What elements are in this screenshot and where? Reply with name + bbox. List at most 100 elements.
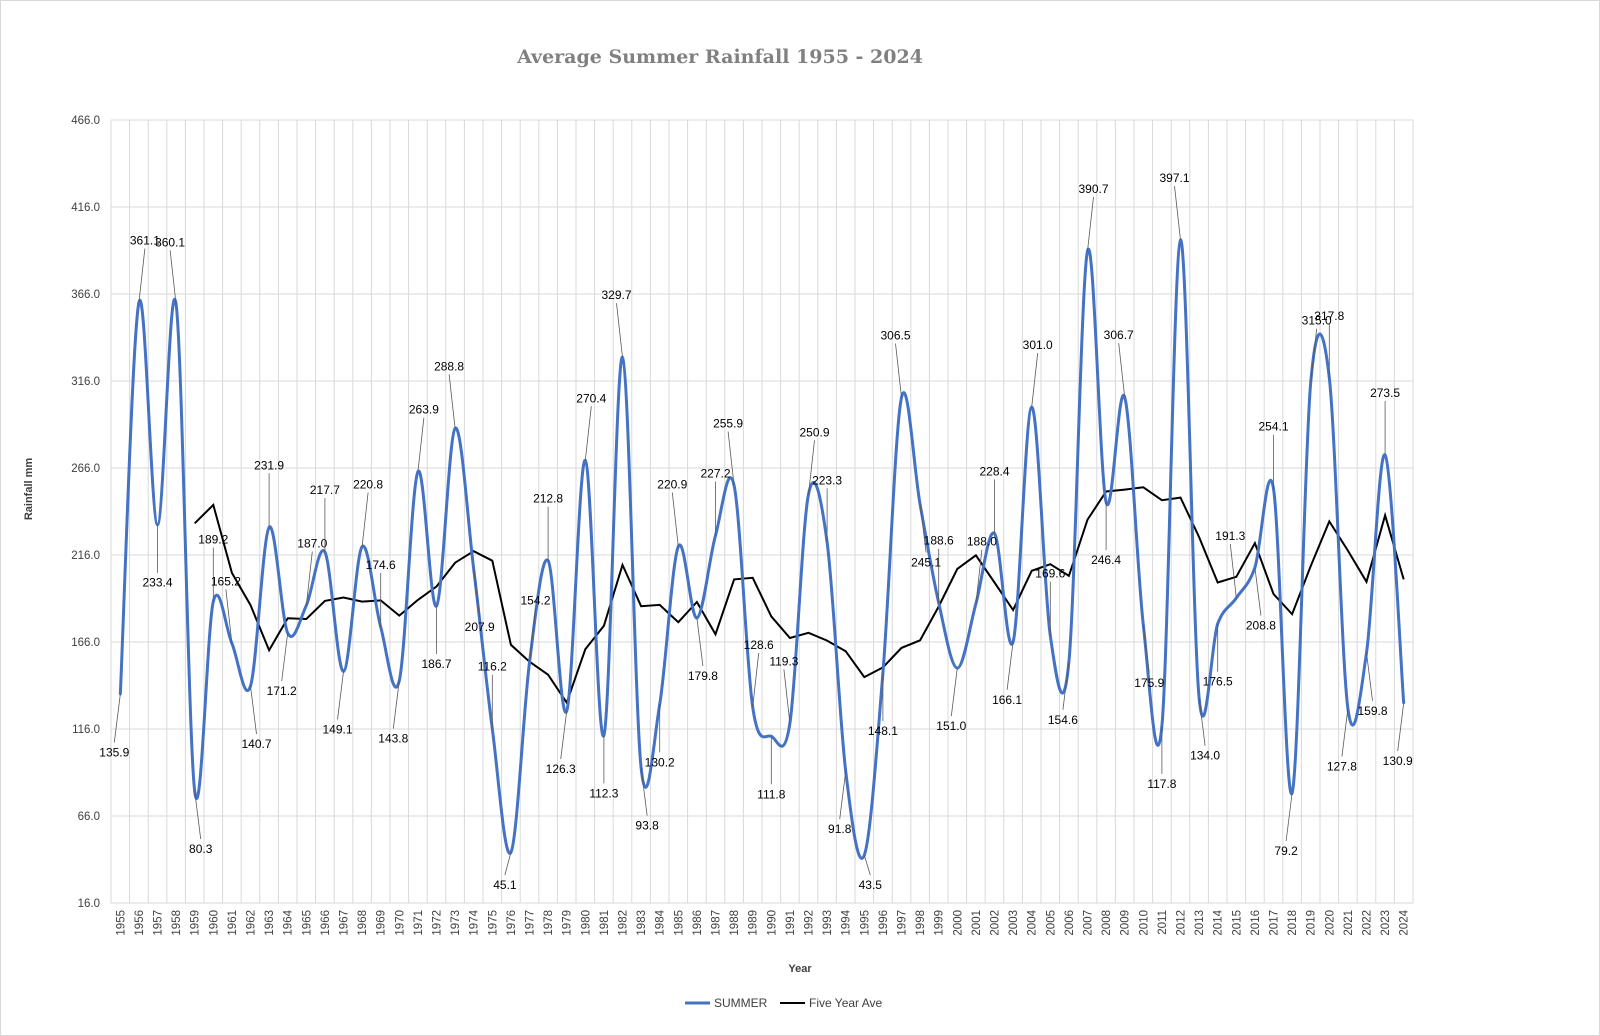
x-tick-label: 2015 xyxy=(1231,910,1243,936)
data-label: 231.9 xyxy=(254,458,284,472)
data-label-leader xyxy=(1062,661,1070,710)
data-label: 111.8 xyxy=(757,787,786,801)
data-label: 128.6 xyxy=(744,638,774,652)
data-label: 174.6 xyxy=(366,558,396,572)
data-label-leader xyxy=(640,767,648,816)
summer-line xyxy=(118,238,1406,860)
x-tick-label: 2023 xyxy=(1380,910,1392,936)
x-tick-label: 1989 xyxy=(748,910,760,936)
data-label: 246.4 xyxy=(1091,553,1121,567)
x-tick-label: 1957 xyxy=(153,910,165,936)
x-tick-label: 2004 xyxy=(1027,909,1039,935)
x-tick-label: 1975 xyxy=(487,910,499,936)
data-label: 80.3 xyxy=(189,842,213,856)
data-label: 175.9 xyxy=(1134,676,1164,690)
x-tick-label: 2008 xyxy=(1101,910,1113,936)
data-label-leader xyxy=(1285,792,1293,842)
x-tick-label: 1974 xyxy=(469,909,481,935)
x-tick-label: 1956 xyxy=(134,910,146,936)
x-tick-label: 1964 xyxy=(283,909,295,935)
data-label: 360.1 xyxy=(155,235,185,249)
summer-point xyxy=(416,470,420,473)
data-label-leader xyxy=(169,250,177,305)
x-tick-label: 1981 xyxy=(599,910,611,936)
x-tick-label: 2016 xyxy=(1250,910,1262,936)
y-axis-title: Rainfall mm xyxy=(23,458,35,521)
x-tick-label: 1962 xyxy=(246,910,258,936)
data-label-leader xyxy=(696,617,704,667)
data-label-leader xyxy=(616,303,623,358)
data-label: 228.4 xyxy=(979,464,1009,478)
x-tick-label: 2010 xyxy=(1138,910,1150,936)
data-label: 130.2 xyxy=(645,755,675,769)
data-label-leader xyxy=(473,569,481,618)
data-label: 188.6 xyxy=(924,534,954,548)
data-label-leader xyxy=(1366,652,1373,701)
data-label: 143.8 xyxy=(378,732,408,746)
x-tick-label: 1999 xyxy=(934,910,946,936)
x-tick-label: 1979 xyxy=(562,910,574,936)
data-label: 220.9 xyxy=(657,478,687,492)
data-label-leader xyxy=(250,685,257,735)
data-label: 397.1 xyxy=(1159,171,1189,185)
x-tick-label: 1985 xyxy=(673,910,685,936)
summer-point xyxy=(360,545,364,548)
y-tick-label: 216.0 xyxy=(71,550,100,562)
data-label: 187.0 xyxy=(297,537,327,551)
x-tick-label: 1967 xyxy=(339,910,351,936)
x-tick-label: 1968 xyxy=(357,910,369,936)
x-tick-label: 2007 xyxy=(1083,910,1095,936)
data-label-leader xyxy=(194,791,202,840)
data-label: 189.2 xyxy=(198,533,228,547)
five-year-ave-line xyxy=(193,486,1405,705)
chart-title: Average Summer Rainfall 1955 - 2024 xyxy=(516,46,923,68)
legend: SUMMER Five Year Ave xyxy=(685,996,882,1010)
data-label-leader xyxy=(671,492,679,547)
x-tick-label: 1976 xyxy=(506,910,518,936)
data-label: 176.5 xyxy=(1203,675,1233,689)
data-label: 166.1 xyxy=(992,693,1022,707)
data-label-leader xyxy=(138,248,146,303)
data-label-leader xyxy=(1087,196,1094,252)
x-tick-label: 1963 xyxy=(264,910,276,936)
data-label: 130.9 xyxy=(1383,754,1413,768)
y-tick-label: 316.0 xyxy=(71,376,100,388)
x-tick-label: 1993 xyxy=(822,910,834,936)
x-tick-label: 1983 xyxy=(636,910,648,936)
data-label: 179.8 xyxy=(688,669,718,683)
data-label: 270.4 xyxy=(576,391,606,405)
data-label-leader xyxy=(361,492,369,547)
data-label: 171.2 xyxy=(267,684,297,698)
y-tick-label: 166.0 xyxy=(71,637,100,649)
x-tick-label: 2006 xyxy=(1064,910,1076,936)
x-tick-label: 1959 xyxy=(190,910,202,936)
x-tick-label: 1971 xyxy=(413,910,425,936)
x-tick-label: 2000 xyxy=(952,910,964,936)
data-label: 91.8 xyxy=(828,822,852,836)
data-label: 116.2 xyxy=(478,660,507,674)
x-tick-label: 2021 xyxy=(1343,910,1355,936)
data-label: 169.6 xyxy=(1035,567,1065,581)
x-tick-label: 1970 xyxy=(394,910,406,936)
summer-point xyxy=(1067,660,1071,663)
data-label: 233.4 xyxy=(142,576,172,590)
data-label-leader xyxy=(839,771,847,820)
x-tick-label: 1991 xyxy=(785,910,797,936)
x-tick-label: 1990 xyxy=(766,910,778,936)
data-label: 255.9 xyxy=(713,417,743,431)
x-tick-label: 1955 xyxy=(115,910,127,936)
data-label-leader xyxy=(783,669,791,724)
x-tick-label: 1986 xyxy=(692,910,704,936)
y-axis-ticks: 16.0 66.0 116.0 166.0 216.0 266.0 316.0 366.0 41… xyxy=(71,115,100,910)
x-tick-label: 1998 xyxy=(915,910,927,936)
data-labels: 135.9 361.1 233.4 360.1 80.3 189.2 165.2 140.7 2… xyxy=(99,171,1413,892)
x-axis-title: Year xyxy=(788,963,812,975)
x-tick-label: 2024 xyxy=(1399,909,1411,935)
y-tick-label: 116.0 xyxy=(72,724,100,736)
data-label-leader xyxy=(975,549,983,604)
x-tick-label: 2018 xyxy=(1287,910,1299,936)
data-label: 154.2 xyxy=(520,594,550,608)
data-label: 140.7 xyxy=(241,737,271,751)
data-label: 165.2 xyxy=(211,574,241,588)
